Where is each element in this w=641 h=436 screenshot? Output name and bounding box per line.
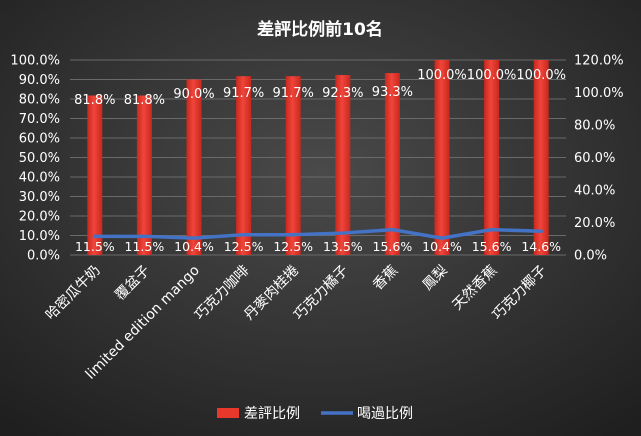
line-point	[490, 228, 494, 232]
right-tick-label: 0.0%	[574, 249, 607, 264]
line-data-label: 12.5%	[224, 239, 264, 254]
legend: 差評比例 喝過比例	[217, 406, 413, 422]
line-path	[93, 227, 543, 240]
line-data-labels: 11.5% 11.5% 10.4% 12.5% 12.5% 13.5% 15.6% 10.4%…	[75, 239, 561, 254]
right-axis: 0.0% 20.0% 40.0% 60.0% 80.0% 100.0% 120.0%	[574, 54, 624, 264]
legend-label-bar: 差評比例	[244, 406, 300, 422]
line-point	[242, 233, 246, 237]
bar	[335, 75, 351, 255]
bar-data-labels: 81.8% 81.8% 90.0% 91.7% 91.7% 92.3% 93.3% 100.0…	[74, 68, 566, 108]
line-series	[93, 227, 543, 240]
bar-data-label: 100.0%	[417, 68, 467, 83]
left-tick-label: 30.0%	[19, 190, 60, 205]
right-tick-label: 20.0%	[574, 216, 615, 231]
bar-data-label: 91.7%	[223, 86, 264, 101]
right-tick-label: 100.0%	[574, 86, 624, 101]
line-point	[192, 236, 196, 240]
bar	[186, 79, 202, 255]
line-data-label: 11.5%	[75, 239, 115, 254]
bar-data-label: 90.0%	[173, 87, 214, 102]
bar-data-label: 81.8%	[124, 93, 165, 108]
line-point	[291, 233, 295, 237]
left-tick-label: 70.0%	[19, 112, 60, 127]
line-data-label: 11.5%	[125, 239, 165, 254]
bar-data-label: 100.0%	[516, 68, 566, 83]
line-point	[142, 234, 146, 238]
left-tick-label: 60.0%	[19, 132, 60, 147]
bar	[236, 76, 252, 255]
line-data-label: 13.5%	[323, 239, 363, 254]
line-data-label: 10.4%	[422, 239, 462, 254]
right-tick-label: 60.0%	[574, 151, 615, 166]
left-axis: 0.0% 10.0% 20.0% 30.0% 40.0% 50.0% 60.0% 70.0% 8…	[10, 54, 60, 264]
left-tick-label: 10.0%	[19, 229, 60, 244]
bar-data-label: 93.3%	[372, 85, 413, 100]
bar	[384, 73, 400, 255]
line-data-label: 12.5%	[273, 239, 313, 254]
bar	[484, 60, 500, 255]
left-tick-label: 0.0%	[27, 249, 60, 264]
line-data-label: 15.6%	[472, 239, 512, 254]
bar	[136, 95, 152, 256]
line-point	[390, 228, 394, 232]
bar-data-label: 91.7%	[273, 86, 314, 101]
chart-title: 差評比例前10名	[257, 19, 383, 40]
legend-swatch-bar	[217, 408, 239, 418]
left-tick-label: 90.0%	[19, 73, 60, 88]
line-data-label: 15.6%	[373, 239, 413, 254]
right-tick-label: 120.0%	[574, 54, 624, 69]
bar-data-label: 81.8%	[74, 93, 115, 108]
bar-series	[87, 60, 549, 256]
line-point	[93, 234, 97, 238]
bar-data-label: 92.3%	[322, 86, 363, 101]
bar-data-label: 100.0%	[467, 68, 517, 83]
left-tick-label: 50.0%	[19, 151, 60, 166]
bar	[87, 95, 103, 256]
line-data-label: 10.4%	[174, 239, 214, 254]
line-point	[539, 229, 543, 233]
legend-label-line: 喝過比例	[357, 406, 413, 422]
right-tick-label: 80.0%	[574, 119, 615, 134]
left-tick-label: 80.0%	[19, 93, 60, 108]
bar	[434, 60, 450, 255]
line-point	[440, 236, 444, 240]
right-tick-label: 40.0%	[574, 184, 615, 199]
bar	[533, 60, 549, 255]
bar	[285, 76, 301, 255]
left-tick-label: 40.0%	[19, 171, 60, 186]
line-point	[341, 231, 345, 235]
line-data-label: 14.6%	[521, 239, 561, 254]
left-tick-label: 100.0%	[10, 54, 60, 69]
left-tick-label: 20.0%	[19, 210, 60, 225]
